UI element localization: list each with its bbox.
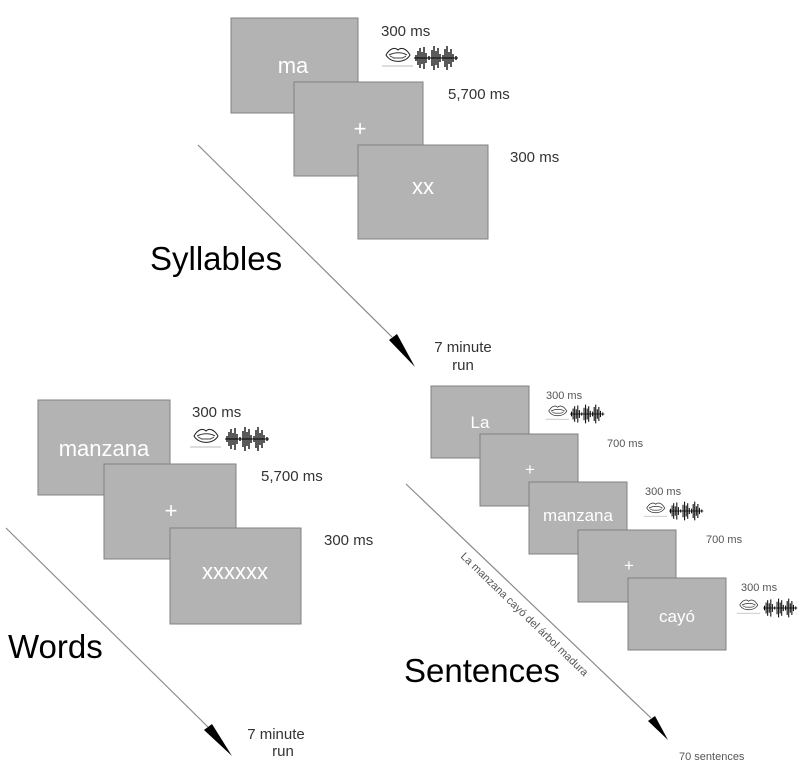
syllables-stim-duration: 300 ms [381,23,430,40]
waveform-icon [413,45,459,71]
sentences-arrowhead [648,716,668,740]
words-block: manzana + xxxxxx 300 ms 5,700 ms 300 ms … [5,399,373,760]
lips-icon [736,599,761,614]
syllables-heading: Syllables [150,240,282,277]
syllables-run-line1: 7 minute [434,339,492,356]
words-mask-screen [169,527,302,625]
waveform-icon [668,501,704,521]
sentences-word3-duration: 300 ms [741,582,778,594]
sentences-word1-text: La [471,413,490,432]
sentences-heading: Sentences [404,652,560,689]
syllables-run-line2: run [452,357,474,374]
sentences-block: La manzana cayó del árbol madura La + ma… [404,385,798,763]
sentences-word2-duration: 300 ms [645,486,682,498]
words-run-line1: 7 minute [247,726,305,743]
syllables-stimulus-text: ma [278,53,309,78]
syllables-mask-duration: 300 ms [510,149,559,166]
lips-icon [381,47,414,67]
waveform-icon [224,426,270,452]
syllables-mask-screen [357,144,489,240]
waveform-icon [569,404,605,424]
sentences-fix1-text: + [525,460,535,479]
words-mask-duration: 300 ms [324,532,373,549]
sentences-fix2-duration: 700 ms [706,534,743,546]
lips-icon [643,502,668,517]
words-timeline-arrow [5,527,209,728]
sentences-word3-text: cayó [659,607,695,626]
syllables-block: ma + xx 300 ms 5,700 ms 300 ms Syllables… [150,17,559,374]
words-mask-text: xxxxxx [202,559,268,584]
syllables-timeline-arrow [197,144,393,338]
words-heading: Words [8,628,103,665]
lips-icon [545,405,570,420]
words-arrowhead [204,724,232,756]
syllables-fixation-text: + [354,116,367,141]
words-stimulus-text: manzana [59,436,150,461]
waveform-icon [762,598,798,618]
sentences-count: 70 sentences [679,751,745,763]
words-fixation-text: + [165,498,178,523]
sentences-word3-screen [627,577,727,651]
syllables-mask-text: xx [412,174,434,199]
syllables-fix-duration: 5,700 ms [448,86,510,103]
words-fix-duration: 5,700 ms [261,468,323,485]
words-run-line2: run [272,743,294,760]
sentences-fix1-duration: 700 ms [607,438,644,450]
words-stim-duration: 300 ms [192,404,241,421]
sentences-timeline-arrow [405,483,652,719]
sentences-word1-duration: 300 ms [546,390,583,402]
lips-icon [189,428,222,448]
sentences-fix2-text: + [624,556,634,575]
sentences-word2-text: manzana [543,506,613,525]
syllables-arrowhead [389,334,415,367]
